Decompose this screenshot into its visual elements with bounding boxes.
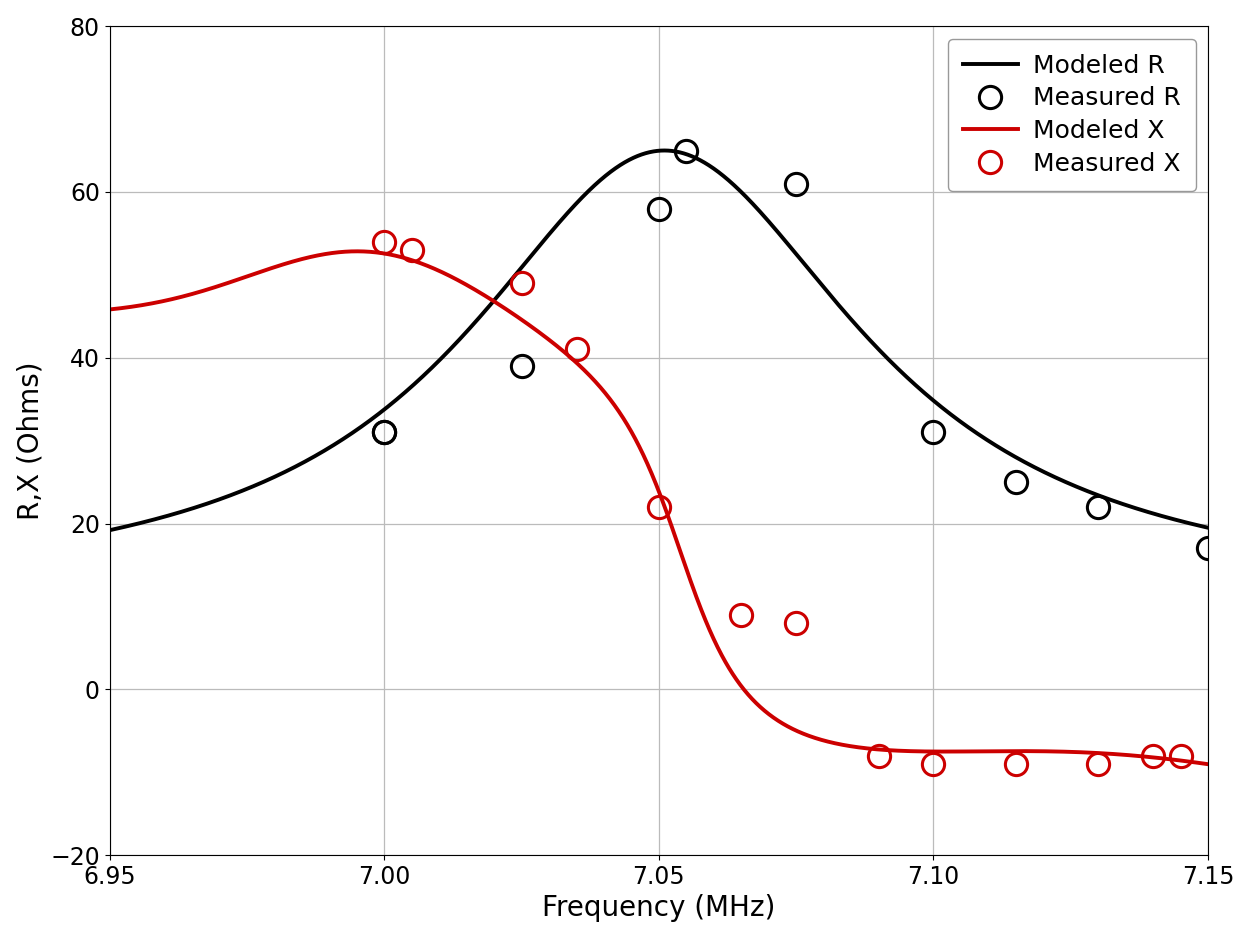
Legend: Modeled R, Measured R, Modeled X, Measured X: Modeled R, Measured R, Modeled X, Measur… (948, 38, 1196, 191)
X-axis label: Frequency (MHz): Frequency (MHz) (542, 894, 776, 922)
Y-axis label: R,X (Ohms): R,X (Ohms) (16, 362, 45, 520)
